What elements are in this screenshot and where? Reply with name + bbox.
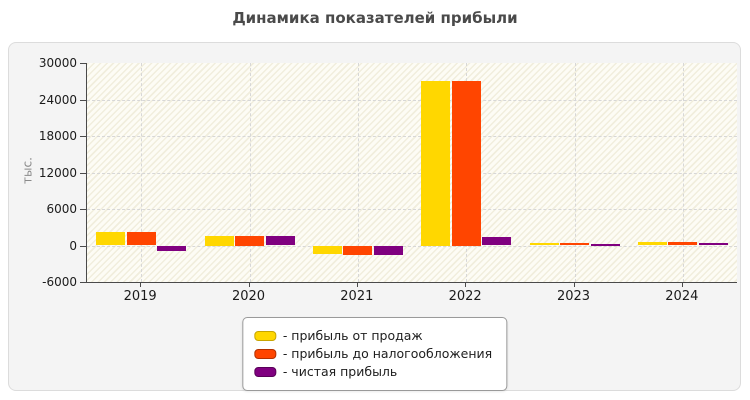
- y-tick-mark: [80, 209, 86, 210]
- y-tick-mark: [80, 99, 86, 101]
- legend-label: - прибыль от продаж: [282, 328, 423, 343]
- x-tick-mark: [573, 283, 575, 287]
- chart-title: Динамика показателей прибыли: [232, 9, 518, 27]
- x-tick-mark: [356, 283, 358, 287]
- x-gridline: [249, 63, 251, 282]
- x-tick-label: 2023: [556, 289, 591, 304]
- legend-label: - чистая прибыль: [282, 364, 398, 379]
- y-tick-mark: [80, 63, 86, 64]
- bar-1-2023: [529, 243, 559, 246]
- y-gridline: [87, 245, 737, 247]
- bar-3-2023: [590, 243, 620, 246]
- legend-swatch-icon: [253, 367, 276, 377]
- x-tick-mark: [465, 283, 467, 287]
- bar-1-2024: [637, 242, 667, 246]
- x-tick-label: 2019: [123, 289, 157, 304]
- x-gridline: [574, 63, 576, 282]
- legend-label: - прибыль до налогообложения: [282, 346, 493, 361]
- x-tick-mark: [248, 283, 250, 287]
- bar-2-2024: [668, 241, 698, 246]
- x-gridline: [141, 63, 143, 282]
- bar-1-2021: [312, 245, 342, 255]
- legend-item: - прибыль от продаж: [253, 328, 492, 344]
- x-gridline: [357, 63, 359, 282]
- bar-3-2021: [373, 245, 403, 256]
- bar-1-2020: [204, 236, 234, 246]
- bar-2-2019: [126, 232, 156, 246]
- x-tick-label: 2022: [448, 289, 482, 304]
- x-tick-mark: [681, 283, 683, 287]
- bar-1-2022: [421, 81, 451, 246]
- y-tick-label: 0: [69, 238, 77, 253]
- y-gridline: [87, 136, 737, 137]
- legend-item: - прибыль до налогообложения: [253, 346, 493, 362]
- y-gridline: [87, 99, 737, 101]
- x-tick-label: 2021: [340, 289, 374, 304]
- y-gridline: [87, 172, 737, 174]
- x-gridline: [682, 63, 684, 282]
- y-tick-label: 18000: [38, 129, 77, 143]
- bar-3-2020: [265, 235, 295, 246]
- bar-2-2021: [343, 245, 373, 255]
- legend-item: - чистая прибыль: [253, 364, 492, 380]
- legend-swatch-icon: [253, 331, 276, 341]
- y-tick-label: 30000: [38, 56, 77, 70]
- x-tick-label: 2020: [231, 289, 266, 304]
- x-tick-label: 2024: [665, 289, 699, 304]
- bar-3-2019: [157, 245, 187, 251]
- bar-1-2019: [96, 232, 126, 246]
- bar-3-2022: [482, 236, 512, 246]
- legend-swatch-icon: [253, 349, 276, 359]
- y-tick-mark: [80, 282, 86, 283]
- y-tick-label: 6000: [46, 202, 77, 216]
- bar-2-2023: [560, 242, 589, 246]
- plot-area: [86, 63, 737, 283]
- y-tick-mark: [80, 136, 86, 137]
- y-tick-label: 24000: [38, 92, 77, 107]
- y-tick-mark: [80, 172, 86, 174]
- x-tick-mark: [140, 283, 142, 287]
- bar-2-2020: [235, 236, 264, 246]
- legend: - прибыль от продаж - прибыль до налогооб…: [241, 317, 508, 391]
- chart-panel: тыс. 30000 24000 18000 12000 6000 0 -6000 2019 2…: [8, 42, 741, 391]
- bar-2-2022: [451, 81, 481, 246]
- y-gridline: [87, 209, 737, 210]
- y-tick-label: 12000: [38, 165, 77, 180]
- y-tick-mark: [80, 245, 86, 247]
- y-tick-label: -6000: [42, 275, 77, 289]
- bar-3-2024: [698, 243, 728, 246]
